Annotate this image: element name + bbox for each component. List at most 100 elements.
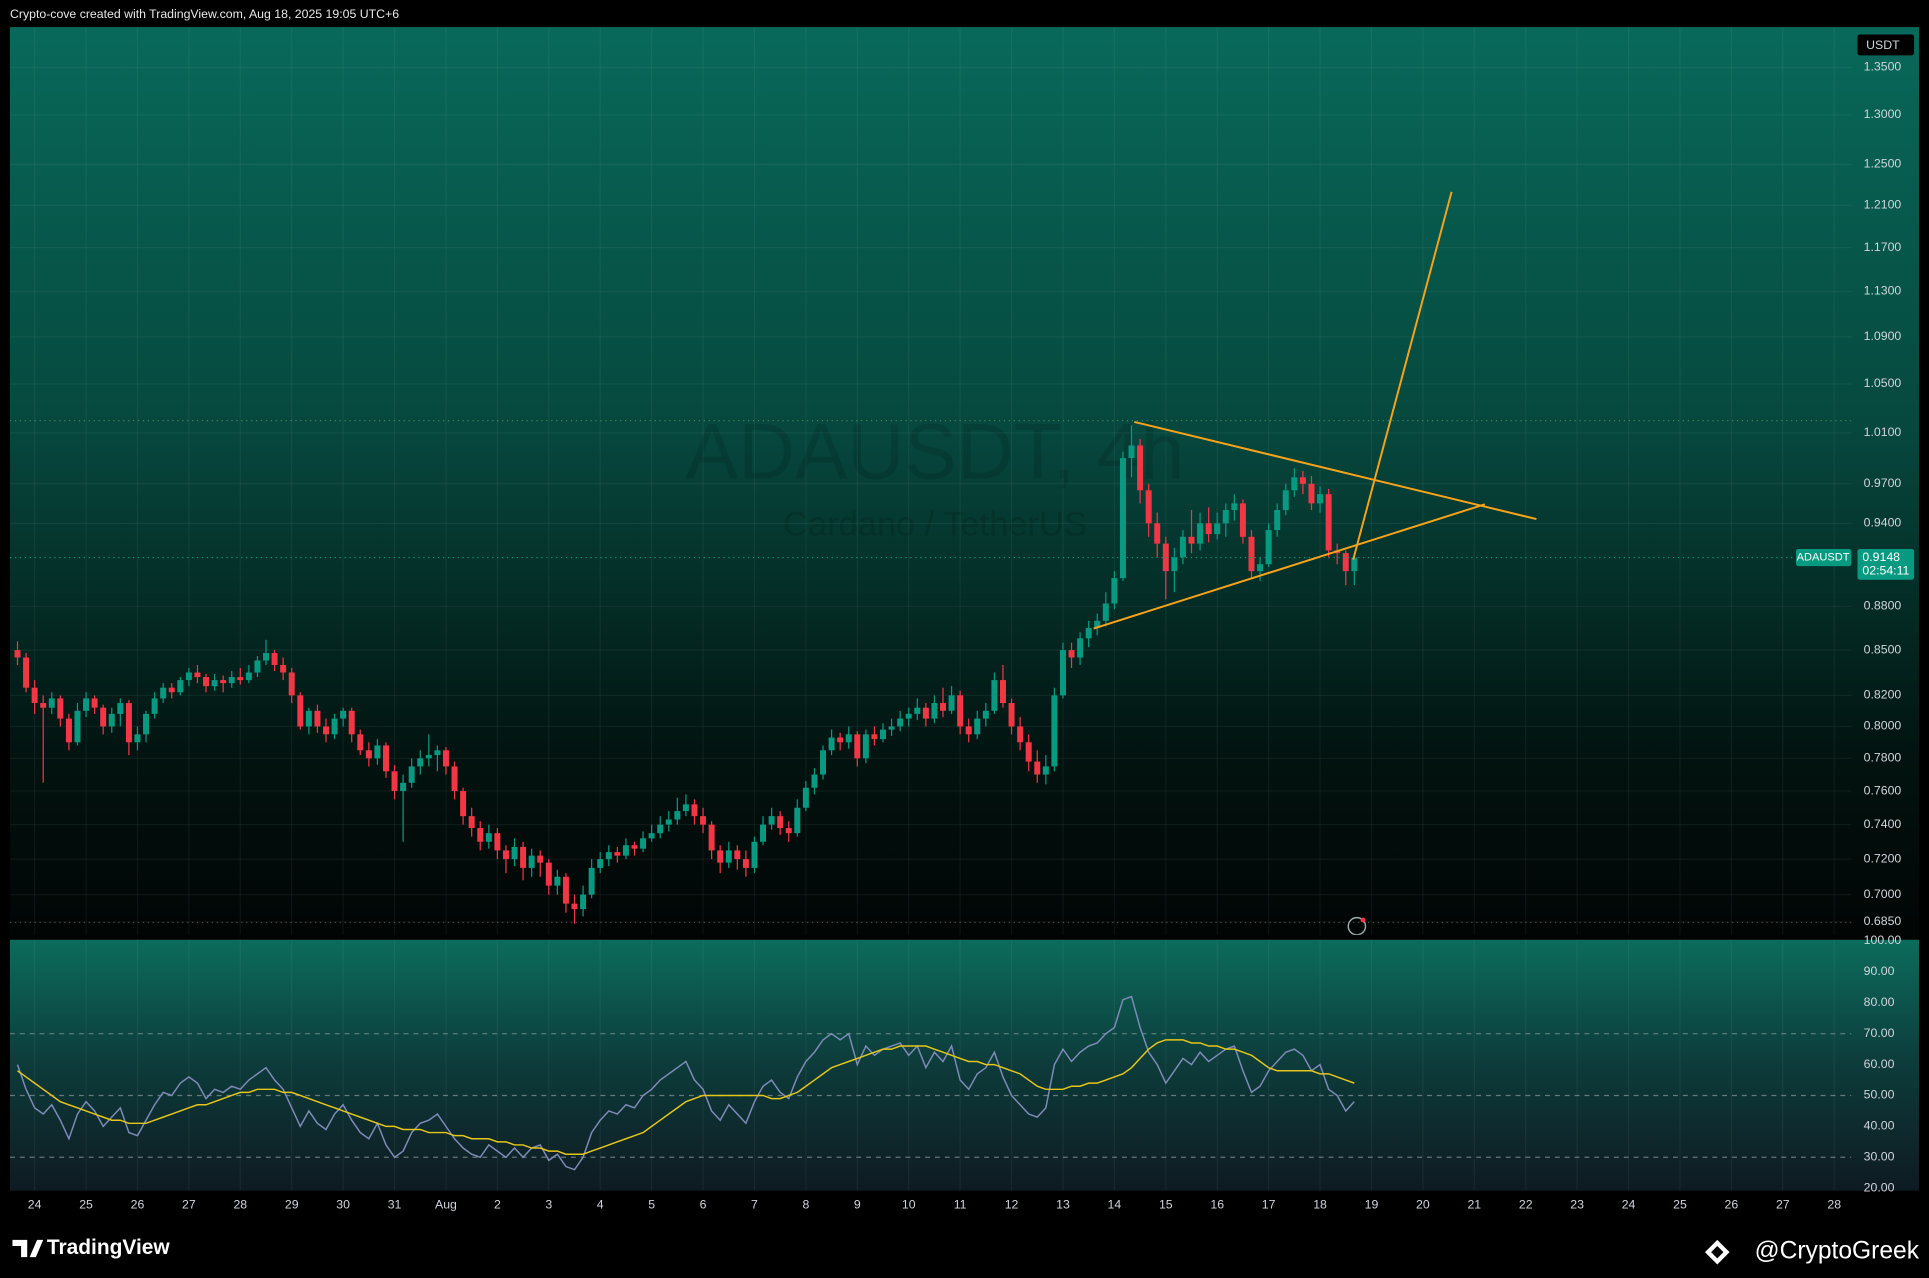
rsi-tick-label: 100.00 [1864, 933, 1902, 947]
y-tick-label: 0.7800 [1864, 751, 1902, 765]
candle-body [734, 850, 741, 860]
y-tick-label: 0.7000 [1864, 887, 1902, 901]
x-tick-label: 16 [1210, 1198, 1224, 1212]
candle-body [1154, 523, 1161, 544]
rsi-plot [9, 995, 1852, 1171]
candle-body [1145, 490, 1152, 524]
x-tick-label: 24 [28, 1198, 42, 1212]
candle-body [828, 737, 835, 751]
candle-body [554, 876, 561, 886]
y-tick-label: 0.9700 [1864, 476, 1902, 490]
rsi-tick-label: 30.00 [1864, 1150, 1895, 1164]
candle-body [348, 710, 355, 735]
candle-body [725, 850, 732, 863]
candle-body [408, 766, 415, 783]
grid [9, 27, 1852, 1191]
x-tick-label: 22 [1519, 1198, 1533, 1212]
candle-body [451, 766, 458, 792]
candle-body [400, 782, 407, 792]
candle-body [1111, 578, 1118, 604]
candle-body [254, 660, 261, 673]
candle-body [880, 729, 887, 740]
symbol-box [1795, 548, 1852, 567]
x-tick-label: 9 [854, 1198, 861, 1212]
price-box [1857, 548, 1915, 580]
candle-body [1308, 483, 1315, 504]
candle-body [1042, 766, 1049, 775]
candle-body [888, 726, 895, 730]
candle-body [528, 855, 535, 868]
candle-body [794, 807, 801, 834]
x-tick-label: 5 [648, 1198, 655, 1212]
candle-body [245, 672, 252, 681]
candle-body [1128, 445, 1135, 459]
y-tick-label: 1.0100 [1864, 425, 1902, 439]
candle-body [1248, 536, 1255, 572]
x-tick-label: 18 [1313, 1198, 1327, 1212]
candle-body [939, 703, 946, 711]
candle-body [1171, 557, 1178, 572]
y-tick-label: 0.6850 [1864, 914, 1902, 928]
candle-body [631, 845, 638, 849]
x-tick-label: 31 [388, 1198, 402, 1212]
candle-body [1325, 494, 1332, 551]
candle-body [220, 680, 227, 684]
candle-body [897, 718, 904, 727]
candle-body [648, 833, 655, 839]
x-tick-label: 26 [1725, 1198, 1739, 1212]
x-tick-label: 2 [494, 1198, 501, 1212]
target-line [1352, 191, 1453, 560]
y-tick-label: 1.0500 [1864, 376, 1902, 390]
candle-body [1034, 761, 1041, 775]
candle-body [820, 750, 827, 775]
candle-body [914, 707, 921, 714]
candle-body [331, 718, 338, 735]
candle-body [708, 824, 715, 851]
alert-icon [1347, 916, 1367, 935]
candle-body [691, 804, 698, 817]
candle-body [1274, 510, 1281, 531]
candle-body [357, 734, 364, 751]
candle-body [1231, 503, 1238, 511]
candle-body [1222, 510, 1229, 524]
candle-body [417, 758, 424, 767]
candle-body [168, 687, 175, 693]
candle-body [845, 734, 852, 743]
x-tick-label: 10 [902, 1198, 916, 1212]
candle-body [1025, 742, 1032, 762]
candle-body [854, 734, 861, 759]
axes: USDT 1.3500 1.3000 1.2500 1.2100 1.1700 1.130… [28, 34, 1915, 1212]
candle-body [1017, 726, 1024, 743]
x-tick-label: 4 [597, 1198, 604, 1212]
x-tick-label: 29 [285, 1198, 299, 1212]
candle-body [494, 833, 501, 851]
x-tick-label: 14 [1108, 1198, 1122, 1212]
candle-body [14, 650, 21, 658]
candle-body [802, 787, 809, 808]
candle-body [125, 703, 132, 743]
y-tick-label: 1.0900 [1864, 329, 1902, 343]
x-tick-label: Aug [435, 1198, 457, 1212]
x-tick-label: 17 [1262, 1198, 1276, 1212]
candle-body [23, 657, 30, 688]
candle-body [425, 755, 432, 759]
candle-body [520, 846, 527, 868]
candle-body [597, 859, 604, 868]
candle-body [442, 750, 449, 767]
y-tick-label: 0.8000 [1864, 719, 1902, 733]
y-tick-label: 1.2100 [1864, 198, 1902, 212]
candle-body [999, 680, 1006, 704]
candle-body [991, 680, 998, 711]
countdown: 02:54:11 [1862, 563, 1909, 577]
candle-body [134, 734, 141, 743]
candle-body [1317, 494, 1324, 504]
candle-body [1102, 603, 1109, 621]
candle-body [837, 737, 844, 743]
candle-body [65, 718, 72, 743]
candle-body [263, 653, 270, 661]
last-price: 0.9148 [1862, 550, 1900, 564]
x-tick-label: 20 [1416, 1198, 1430, 1212]
x-tick-label: 11 [954, 1198, 967, 1212]
